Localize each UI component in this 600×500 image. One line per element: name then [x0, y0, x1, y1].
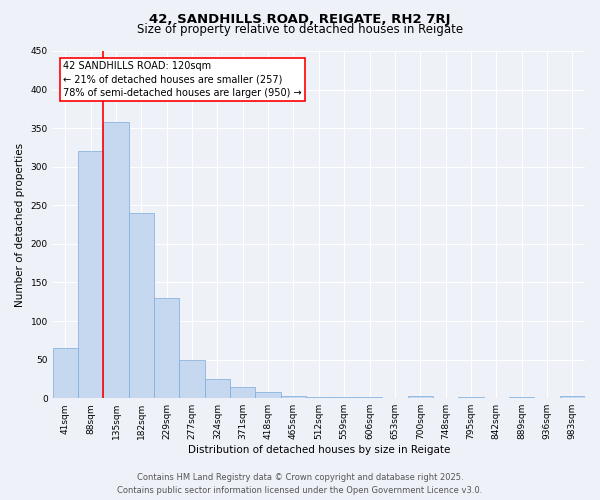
Bar: [78, 152, 103, 398]
Text: 42, SANDHILLS ROAD, REIGATE, RH2 7RJ: 42, SANDHILLS ROAD, REIGATE, RH2 7RJ: [149, 12, 451, 26]
Bar: [129, 213, 154, 398]
Bar: [306, 396, 332, 398]
Bar: [509, 396, 535, 398]
Bar: [103, 122, 129, 398]
Bar: [407, 396, 433, 398]
X-axis label: Distribution of detached houses by size in Reigate: Distribution of detached houses by size …: [188, 445, 450, 455]
Bar: [179, 360, 205, 398]
Bar: [230, 388, 256, 398]
Bar: [53, 348, 78, 398]
Bar: [256, 392, 281, 398]
Bar: [154, 298, 179, 398]
Text: Size of property relative to detached houses in Reigate: Size of property relative to detached ho…: [137, 22, 463, 36]
Bar: [560, 396, 585, 398]
Y-axis label: Number of detached properties: Number of detached properties: [15, 142, 25, 306]
Bar: [205, 379, 230, 398]
Text: Contains HM Land Registry data © Crown copyright and database right 2025.
Contai: Contains HM Land Registry data © Crown c…: [118, 474, 482, 495]
Bar: [281, 396, 306, 398]
Text: 42 SANDHILLS ROAD: 120sqm
← 21% of detached houses are smaller (257)
78% of semi: 42 SANDHILLS ROAD: 120sqm ← 21% of detac…: [64, 62, 302, 98]
